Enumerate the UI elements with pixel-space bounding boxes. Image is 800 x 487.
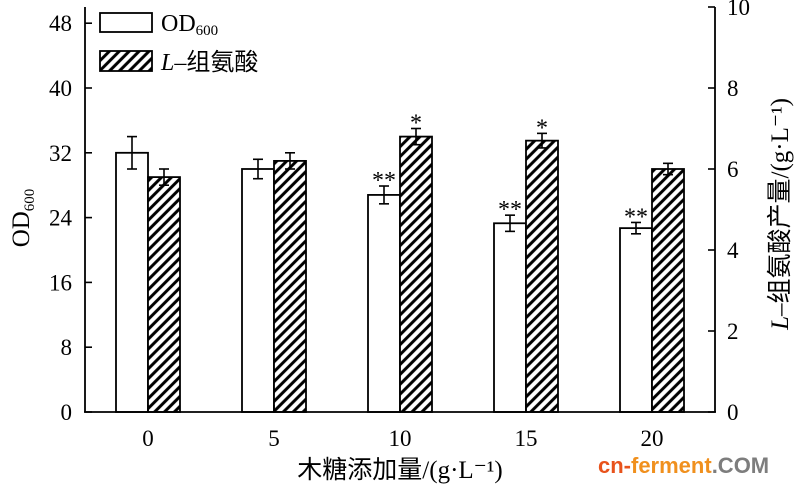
legend-swatch-od600 (99, 12, 153, 33)
x-tick-label: 20 (641, 426, 664, 451)
right-y-tick-label: 0 (727, 400, 739, 425)
bar-od600-15 (493, 222, 527, 413)
left-y-tick-label: 48 (49, 11, 72, 36)
left-y-axis-title-main: OD (8, 211, 35, 247)
legend-label-od600: OD600 (161, 11, 218, 39)
significance-label-l-histidine-10: * (410, 111, 422, 137)
significance-label-od600-10: ** (372, 168, 396, 194)
bars-layer: **** *** * (115, 111, 685, 413)
bar-group-l-histidine-5 (273, 152, 307, 413)
bar-od600-10 (367, 194, 401, 413)
watermark-part-com: .COM (712, 453, 769, 478)
left-y-tick-label: 24 (49, 206, 73, 231)
watermark-part-cn: cn- (598, 453, 631, 478)
right-y-axis-title: L–组氨酸产量/(g·L⁻¹) (766, 98, 794, 331)
legend-label-l-histidine: L–组氨酸 (160, 49, 258, 76)
bar-l-histidine-15 (525, 139, 559, 413)
legend-item-l-histidine: L–组氨酸 (99, 49, 258, 76)
bar-group-l-histidine-20 (651, 162, 685, 413)
x-axis-title: 木糖添加量/(g·L⁻¹) (297, 456, 502, 484)
bar-group-od600-5 (241, 158, 275, 413)
right-y-tick-label: 2 (727, 319, 739, 344)
bar-group-l-histidine-15: * (525, 115, 559, 413)
x-tick-label: 10 (389, 426, 412, 451)
left-y-tick-label: 16 (49, 270, 72, 295)
left-y-axis-title-subscript: 600 (22, 189, 38, 212)
bar-group-l-histidine-10: * (399, 111, 433, 413)
right-y-axis-title-italic: L (767, 316, 794, 331)
bar-group-od600-20: ** (619, 204, 653, 413)
legend-item-od600: OD600 (99, 11, 218, 39)
right-y-axis-title-main: –组氨酸产量/(g·L⁻¹) (766, 98, 794, 317)
right-y-tick-label: 4 (727, 238, 739, 263)
left-y-tick-label: 40 (49, 76, 72, 101)
bar-group-od600-15: ** (493, 197, 527, 413)
left-y-tick-label: 32 (49, 141, 72, 166)
watermark: cn-ferment.COM (598, 453, 769, 478)
watermark-part-ferment: ferment (631, 453, 712, 478)
significance-label-od600-15: ** (498, 197, 522, 223)
bar-l-histidine-0 (147, 176, 181, 413)
x-tick-label: 5 (268, 426, 280, 451)
bar-od600-0 (115, 151, 149, 413)
bar-group-od600-10: ** (367, 168, 401, 413)
bar-l-histidine-10 (399, 135, 433, 413)
right-y-tick-label: 10 (727, 0, 750, 20)
bar-od600-20 (619, 227, 653, 413)
significance-label-od600-20: ** (624, 204, 648, 230)
right-y-tick-label: 6 (727, 157, 739, 182)
left-y-axis-title: OD600 (8, 189, 38, 248)
significance-label-l-histidine-15: * (536, 115, 548, 141)
bar-od600-5 (241, 168, 275, 413)
legend-swatch-l-histidine (99, 50, 153, 72)
bar-l-histidine-5 (273, 159, 307, 413)
bar-l-histidine-20 (651, 168, 685, 413)
legend-label-l-histidine-main: –组氨酸 (173, 49, 258, 76)
right-y-tick-label: 8 (727, 76, 739, 101)
bar-group-od600-0 (115, 135, 149, 413)
x-tick-label: 15 (515, 426, 538, 451)
bar-group-l-histidine-0 (147, 168, 181, 413)
left-y-tick-label: 8 (61, 335, 73, 360)
legend-label-od600-main: OD (161, 11, 196, 37)
legend-label-l-histidine-italic: L (160, 50, 174, 76)
legend-label-od600-subscript: 600 (196, 23, 219, 39)
left-y-tick-label: 0 (61, 400, 73, 425)
x-tick-label: 0 (142, 426, 154, 451)
legend: OD600 L–组氨酸 (99, 11, 258, 76)
